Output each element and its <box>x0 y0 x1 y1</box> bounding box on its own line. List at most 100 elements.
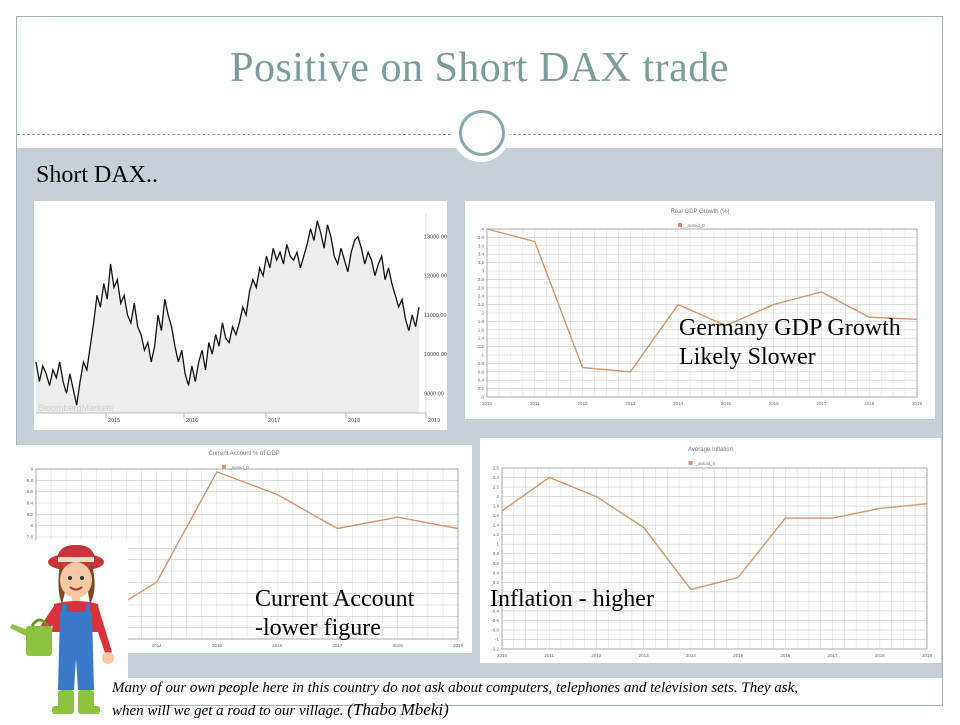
y-tick-label: 3 <box>481 269 484 274</box>
y-tick-label: 2.4 <box>493 475 500 480</box>
y-tick-label: 0.8 <box>478 361 485 366</box>
x-tick-label: 2017 <box>332 643 343 648</box>
legend-label: _autoid_0 <box>695 461 716 466</box>
y-tick-label: 7.8 <box>27 535 34 540</box>
x-tick-label: 2013 <box>625 401 636 406</box>
x-tick-label: 2014 <box>686 653 697 658</box>
legend-swatch <box>222 465 226 469</box>
y-tick-label: 1.4 <box>478 336 485 341</box>
legend-swatch <box>689 461 693 465</box>
x-tick-label: 2015 <box>733 653 744 658</box>
y-tick-label: 8.8 <box>27 478 34 483</box>
current-account-overlay-line1: Current Account <box>255 585 414 614</box>
dax-chart: 13000.0012000.0011000.0010000.009000.002… <box>34 201 447 430</box>
slide-title: Positive on Short DAX trade <box>16 44 943 92</box>
y-tick-label: 1.6 <box>478 327 485 332</box>
chart-title: Current Account % of GDP <box>208 451 279 457</box>
y-tick-label: 1 <box>481 353 484 358</box>
gdp-chart: Real GDP Growth (%) _autoid_0 4 3.8 3.6 3.4 3.… <box>465 201 935 419</box>
x-tick-label: 2019 <box>912 401 923 406</box>
x-tick-label: 2014 <box>673 401 684 406</box>
y-tick-label: -0.6 <box>491 618 499 623</box>
y-tick-label: 2 <box>496 494 499 499</box>
x-tick-label: 2018 <box>393 643 404 648</box>
y-tick-label: 3.4 <box>478 252 485 257</box>
y-tick-label: 1.8 <box>478 319 485 324</box>
inflation-chart-panel: Average Inflation _autoid_0 2.6 2.4 2.2 2 1.8 1… <box>480 438 941 663</box>
y-tick-label: 0.4 <box>478 378 485 383</box>
y-tick-label: 8.4 <box>27 501 34 506</box>
y-tick-label: 0.8 <box>493 551 500 556</box>
y-tick-label: 2.2 <box>493 485 500 490</box>
dax-y-tick-label: 13000.00 <box>424 235 447 241</box>
y-tick-label: 2.6 <box>493 466 500 471</box>
y-tick-label: -1.2 <box>491 647 499 652</box>
y-tick-label: 3.8 <box>478 235 485 240</box>
x-tick-label: 2013 <box>639 653 650 658</box>
y-tick-label: 2.6 <box>478 285 485 290</box>
x-tick-label: 2012 <box>591 653 602 658</box>
y-tick-label: 1.4 <box>493 523 500 528</box>
dax-watermark: BloombergMarkets <box>38 403 114 413</box>
quote-line1: Many of our own people here in this coun… <box>112 678 960 699</box>
legend-label: _autoid_0 <box>684 223 705 228</box>
y-tick-label: 2.4 <box>478 294 485 299</box>
y-tick-label: 1.8 <box>493 504 500 509</box>
quote-author: (Thabo Mbeki) <box>347 700 449 719</box>
legend-swatch <box>678 223 682 227</box>
y-tick-label: 0.6 <box>493 561 500 566</box>
y-tick-label: 2 <box>481 311 484 316</box>
x-tick-label: 2019 <box>453 643 464 648</box>
gdp-overlay-line1: Germany GDP Growth <box>679 314 901 343</box>
dax-y-tick-label: 10000.00 <box>424 352 447 358</box>
y-tick-label: 1.2 <box>493 532 500 537</box>
quote-line2: when will we get a road to our village. <box>112 703 344 719</box>
x-tick-label: 2011 <box>530 401 540 406</box>
x-tick-label: 2016 <box>769 401 780 406</box>
x-tick-label: 2017 <box>828 653 839 658</box>
x-tick-label: 2014 <box>152 643 163 648</box>
x-tick-label: 2018 <box>875 653 886 658</box>
slide-subtitle: Short DAX.. <box>36 162 158 189</box>
y-tick-label: 8.6 <box>27 489 34 494</box>
chart-title: Real GDP Growth (%) <box>671 209 730 215</box>
y-tick-label: 2.2 <box>478 302 485 307</box>
x-tick-label: 2010 <box>482 401 493 406</box>
y-tick-label: 8 <box>30 523 33 528</box>
dax-x-tick-label: 2019 <box>428 418 440 424</box>
dax-y-tick-label: 9000.00 <box>424 391 444 397</box>
x-tick-label: 2012 <box>578 401 589 406</box>
x-tick-label: 2010 <box>497 653 508 658</box>
y-tick-label: 0.6 <box>478 369 485 374</box>
farmer-figure-icon <box>4 540 128 720</box>
chart-title: Average Inflation <box>688 447 733 453</box>
gdp-chart-panel: Real GDP Growth (%) _autoid_0 4 3.8 3.6 3.4 3.… <box>465 201 935 419</box>
y-tick-label: 3.6 <box>478 243 485 248</box>
y-tick-label: 1.6 <box>493 513 500 518</box>
gdp-overlay-line2: Likely Slower <box>679 343 816 372</box>
dax-x-tick-label: 2015 <box>108 418 120 424</box>
y-tick-label: -1 <box>495 637 499 642</box>
y-tick-label: 0 <box>481 395 484 400</box>
farmer-illustration <box>4 540 128 720</box>
dax-y-tick-label: 12000.00 <box>424 274 447 280</box>
x-tick-label: 2019 <box>922 653 933 658</box>
inflation-chart: Average Inflation _autoid_0 2.6 2.4 2.2 2 1.8 1… <box>480 438 941 663</box>
x-tick-label: 2016 <box>780 653 791 658</box>
x-tick-label: 2018 <box>864 401 875 406</box>
y-tick-label: 1.2 <box>478 344 485 349</box>
x-tick-label: 2015 <box>212 643 223 648</box>
x-tick-label: 2016 <box>272 643 283 648</box>
y-tick-label: 0.4 <box>493 570 500 575</box>
y-tick-label: 4 <box>481 227 484 232</box>
dax-x-tick-label: 2016 <box>186 418 198 424</box>
y-tick-label: 3.2 <box>478 260 485 265</box>
x-tick-label: 2011 <box>544 653 554 658</box>
y-tick-label: 2.8 <box>478 277 485 282</box>
y-tick-label: 1 <box>496 542 499 547</box>
y-tick-label: 0.2 <box>478 386 485 391</box>
inflation-overlay: Inflation - higher <box>490 585 654 614</box>
current-account-overlay-line2: -lower figure <box>255 614 381 643</box>
y-tick-label: 8.2 <box>27 512 34 517</box>
